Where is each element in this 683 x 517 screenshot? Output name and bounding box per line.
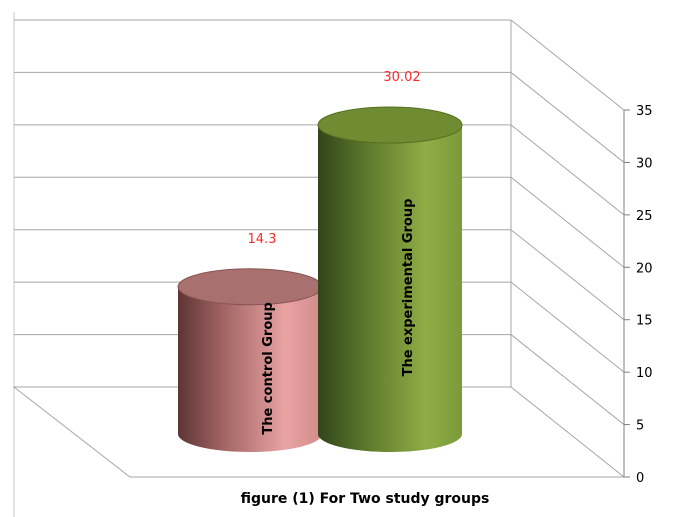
y-tick-label: 5 <box>636 419 644 434</box>
category-label: The control Group <box>261 302 276 434</box>
bars: The control Group 14.3 The experimental Gr… <box>177 70 463 452</box>
y-tick-label: 15 <box>636 314 653 329</box>
bar-control-group: The control Group 14.3 <box>177 232 323 452</box>
y-tick-label: 10 <box>636 366 653 381</box>
data-label: 30.02 <box>383 70 420 85</box>
y-tick-label: 20 <box>636 261 653 276</box>
y-tick-label: 30 <box>636 156 653 171</box>
bar-experimental-group: The experimental Group 30.02 <box>317 70 463 452</box>
gridline-side <box>510 176 625 268</box>
category-label: The experimental Group <box>401 199 416 377</box>
y-tick-label: 35 <box>636 104 653 119</box>
gridline-side <box>510 72 625 163</box>
gridline-side <box>510 281 625 373</box>
y-tick-label: 25 <box>636 209 653 224</box>
gridline-side <box>510 124 625 216</box>
bar-top <box>317 106 463 144</box>
gridline-side <box>510 229 625 321</box>
gridline-side <box>510 19 625 111</box>
data-label: 14.3 <box>248 232 277 247</box>
gridline-side <box>510 334 625 425</box>
bar-body <box>318 125 462 452</box>
bar-top <box>177 268 323 306</box>
y-tick-label: 0 <box>636 471 644 486</box>
bar-body <box>178 286 322 452</box>
y-axis-ticks: 0 5 10 15 20 25 30 35 <box>623 104 653 486</box>
chart-title: figure (1) For Two study groups <box>241 491 490 507</box>
